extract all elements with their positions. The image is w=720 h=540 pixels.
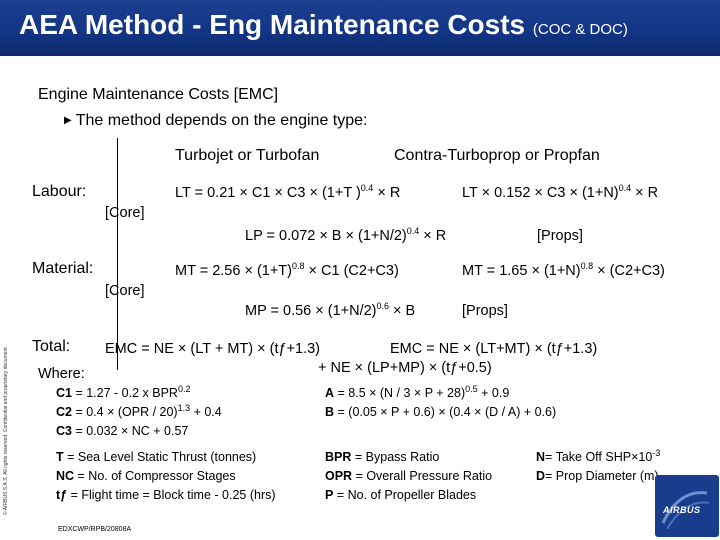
footer-code: EDXCWP/RPB/20808A — [58, 526, 132, 533]
coef-b: B = (0.05 × P + 0.6) × (0.4 × (D / A) + … — [325, 405, 557, 419]
def-nc: NC = No. of Compressor Stages — [56, 469, 236, 483]
total-prop-formula-1: EMC = NE × (LT+MT) × (tƒ+1.3) — [390, 341, 598, 357]
bullet-triangle-icon: ▶ — [64, 115, 72, 126]
def-tf: tƒ = Flight time = Block time - 0.25 (hr… — [56, 488, 276, 502]
labour-core-tag: [Core] — [105, 205, 145, 221]
labour-label: Labour: — [32, 183, 87, 200]
material-label: Material: — [32, 260, 94, 277]
page-title-text: AEA Method - Eng Maintenance Costs — [19, 9, 526, 40]
divider-line — [117, 138, 118, 370]
coef-a: A = 8.5 × (N / 3 × P + 28)0.5 + 0.9 — [325, 383, 510, 400]
bullet-line: ▶ The method depends on the engine type: — [64, 112, 367, 130]
airbus-logo: AIRBUS — [655, 475, 719, 537]
bullet-text: The method depends on the engine type: — [75, 112, 368, 129]
logo-text: AIRBUS — [663, 505, 701, 515]
def-opr: OPR = Overall Pressure Ratio — [325, 469, 493, 483]
def-p: P = No. of Propeller Blades — [325, 488, 477, 502]
material-prop-formula: MT = 1.65 × (1+N)0.8 × (C2+C3) — [462, 261, 665, 279]
coef-c3: C3 = 0.032 × NC + 0.57 — [56, 424, 189, 438]
material-core-tag: [Core] — [105, 283, 145, 299]
total-prop-formula-2: + NE × (LP+MP) × (tƒ+0.5) — [318, 360, 492, 376]
material-props-tag: [Props] — [462, 303, 508, 319]
def-d: D= Prop Diameter (m) — [536, 469, 659, 483]
labour-props-tag: [Props] — [537, 228, 583, 244]
total-label: Total: — [32, 338, 71, 355]
section-title: Engine Maintenance Costs [EMC] — [38, 86, 279, 103]
coef-c1: C1 = 1.27 - 0.2 x BPR0.2 — [56, 383, 191, 400]
logo-swoosh-icon — [661, 491, 710, 530]
labour-prop-formula: LT × 0.152 × C3 × (1+N)0.4 × R — [462, 183, 659, 201]
material-props-formula: MP = 0.56 × (1+N/2)0.6 × B — [245, 301, 416, 319]
column-turbojet: Turbojet or Turbofan — [175, 147, 320, 164]
labour-props-formula: LP = 0.072 × B × (1+N/2)0.4 × R — [245, 226, 447, 244]
page-subtitle: (COC & DOC) — [532, 21, 628, 38]
page-title: AEA Method - Eng Maintenance Costs (COC … — [19, 9, 628, 41]
copyright-notice: © AIRBUS S.A.S. All rights reserved. Con… — [3, 345, 9, 515]
column-turboprop: Contra-Turboprop or Propfan — [394, 147, 600, 164]
def-n: N= Take Off SHP×10-3 — [536, 447, 661, 464]
def-t: T = Sea Level Static Thrust (tonnes) — [56, 450, 257, 464]
where-label: Where: — [38, 366, 85, 382]
total-turbo-formula: EMC = NE × (LT + MT) × (tƒ+1.3) — [105, 341, 321, 357]
title-bar: AEA Method - Eng Maintenance Costs (COC … — [0, 0, 720, 56]
labour-turbo-formula: LT = 0.21 × C1 × C3 × (1+T )0.4 × R — [175, 183, 401, 201]
material-turbo-formula: MT = 2.56 × (1+T)0.8 × C1 (C2+C3) — [175, 261, 399, 279]
def-bpr: BPR = Bypass Ratio — [325, 450, 440, 464]
coef-c2: C2 = 0.4 × (OPR / 20)1.3 + 0.4 — [56, 402, 222, 419]
